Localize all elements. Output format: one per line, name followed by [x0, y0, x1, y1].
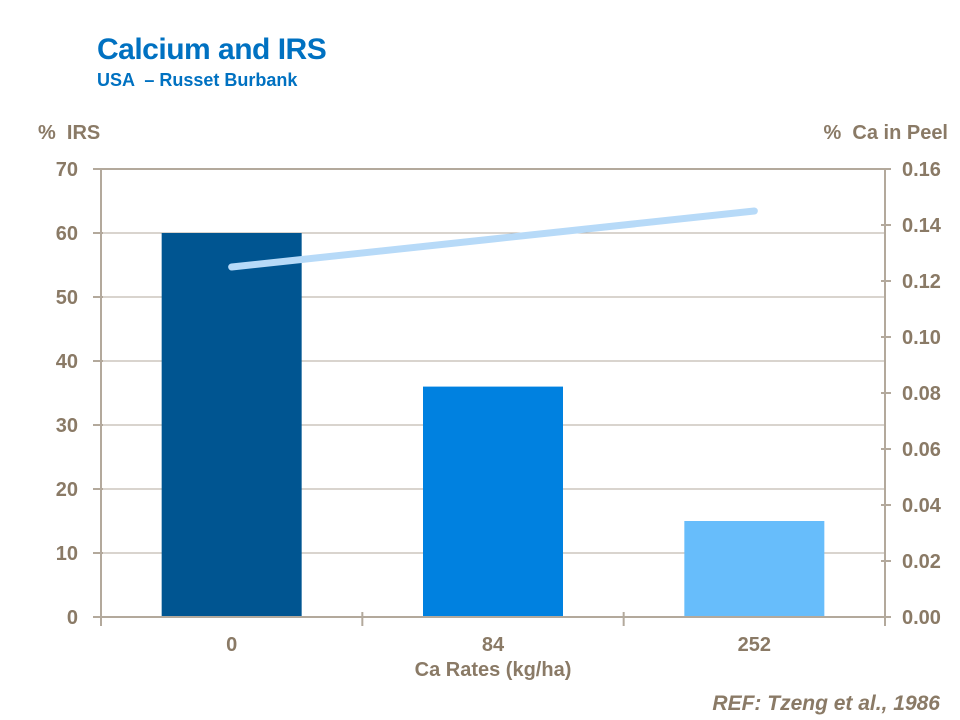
left-axis-title: % IRS	[38, 122, 101, 144]
left-axis-tick-label: 20	[56, 479, 78, 501]
bar-ca-252	[684, 521, 825, 617]
x-axis-title: Ca Rates (kg/ha)	[415, 659, 572, 681]
right-axis-tick-label: 0.04	[902, 495, 942, 517]
left-axis-tick-label: 30	[56, 415, 78, 437]
bar-ca-84	[423, 386, 563, 617]
right-axis-tick-label: 0.02	[902, 551, 941, 573]
bar-ca-0	[161, 233, 302, 617]
x-axis-category-label: 84	[482, 634, 505, 656]
left-axis-tick-label: 50	[56, 287, 78, 309]
x-axis-category-label: 252	[738, 634, 771, 656]
axis-ticks	[93, 168, 891, 626]
slide-subtitle: USA – Russet Burbank	[97, 70, 298, 90]
left-axis-tick-label: 0	[67, 607, 78, 629]
right-axis-tick-label: 0.16	[902, 159, 941, 181]
right-axis-tick-label: 0.00	[902, 607, 941, 629]
left-axis-tick-label: 60	[56, 223, 78, 245]
left-axis-tick-label: 10	[56, 543, 78, 565]
right-axis-tick-label: 0.08	[902, 383, 941, 405]
left-axis-tick-label: 70	[56, 159, 78, 181]
ca-in-peel-line	[228, 207, 758, 271]
left-axis-tick-label: 40	[56, 351, 78, 373]
right-axis-tick-label: 0.06	[902, 439, 941, 461]
bars	[161, 233, 825, 617]
reference-text: REF: Tzeng et al., 1986	[712, 692, 940, 715]
right-axis-tick-label: 0.14	[902, 215, 942, 237]
right-axis-title: % Ca in Peel	[823, 122, 949, 144]
tick-labels: 0 10 20 30 40 50 60 70 0.00 0.02 0.04 0.06 0.08 0.10 0…	[56, 159, 942, 656]
right-axis-tick-label: 0.10	[902, 327, 941, 349]
slide-title: Calcium and IRS	[97, 33, 327, 66]
right-axis-tick-label: 0.12	[902, 271, 941, 293]
line-series	[228, 207, 758, 271]
x-axis-category-label: 0	[226, 634, 237, 656]
